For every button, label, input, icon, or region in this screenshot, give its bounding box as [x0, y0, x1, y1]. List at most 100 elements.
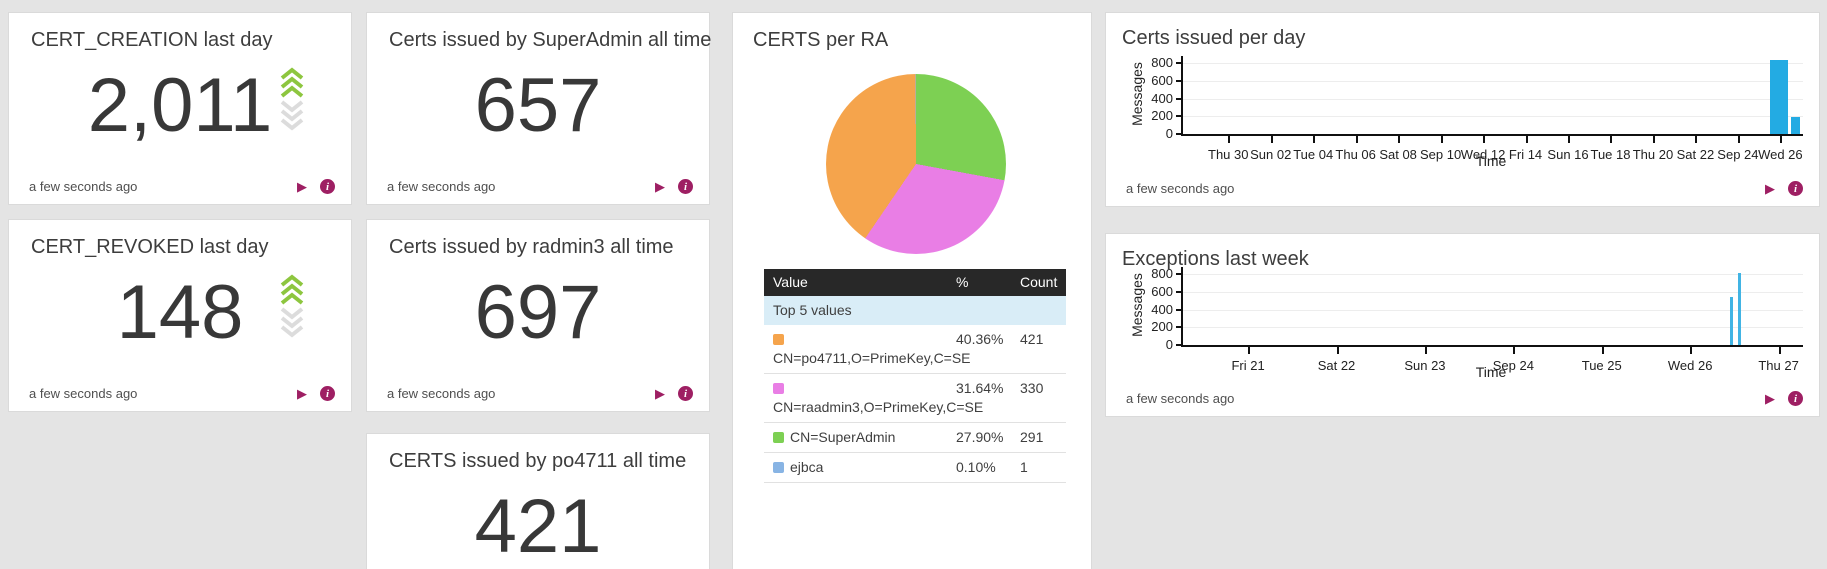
- play-icon[interactable]: ▶: [655, 386, 665, 401]
- panel-footer: a few seconds ago ▶ i: [387, 386, 693, 401]
- x-tick-mark: [1270, 136, 1273, 143]
- trend-indicator: [279, 272, 305, 338]
- x-tick-label: Sun 02: [1250, 147, 1292, 162]
- ra-table: Value % Count Top 5 values CN=po4711,O=P…: [764, 269, 1066, 483]
- play-icon[interactable]: ▶: [1765, 391, 1775, 406]
- table-header-row: Value % Count: [764, 269, 1066, 296]
- x-tick-mark: [1778, 347, 1781, 354]
- x-tick-mark: [1440, 136, 1443, 143]
- trend-indicator: [279, 65, 305, 131]
- play-icon[interactable]: ▶: [1765, 181, 1775, 196]
- table-header-pct: %: [954, 269, 1018, 296]
- panel-cert-creation: CERT_CREATION last day 2,011 a few secon…: [8, 12, 352, 205]
- play-icon[interactable]: ▶: [655, 179, 665, 194]
- y-tick-label: 400: [1151, 301, 1173, 317]
- table-row: CN=raadmin3,O=PrimeKey,C=SE 31.64% 330: [764, 373, 1066, 423]
- gridline: [1183, 309, 1803, 311]
- play-icon[interactable]: ▶: [297, 386, 307, 401]
- metric-value: 2,011: [87, 63, 273, 148]
- info-icon[interactable]: i: [320, 386, 335, 401]
- x-tick-mark: [1737, 136, 1740, 143]
- last-updated: a few seconds ago: [29, 179, 138, 194]
- x-tick-label: Wed 26: [1758, 147, 1803, 162]
- x-tick-mark: [1513, 347, 1516, 354]
- trend-up-icon: [280, 274, 304, 287]
- gridline: [1183, 327, 1803, 329]
- x-tick-mark: [1690, 347, 1693, 354]
- row-value: CN=raadmin3,O=PrimeKey,C=SE: [764, 373, 983, 423]
- x-tick-label: Fri 21: [1231, 358, 1265, 373]
- y-tick-label: 400: [1151, 90, 1173, 106]
- x-tick-label: Sep 24: [1492, 358, 1534, 373]
- x-tick-label: Thu 20: [1632, 147, 1674, 162]
- x-tick-mark: [1525, 136, 1528, 143]
- y-tick-label: 800: [1151, 55, 1173, 71]
- pie-chart[interactable]: [826, 74, 1006, 254]
- bar-chart-plot[interactable]: 0 200 400 600 800 Thu 30 Sun 02 Tue 04 Thu 06 Sat…: [1151, 55, 1803, 162]
- y-tick-mark: [1176, 115, 1181, 118]
- metric-value: 421: [474, 484, 602, 569]
- x-tick-label: Tue 25: [1581, 358, 1622, 373]
- x-tick-mark: [1228, 136, 1231, 143]
- y-tick-label: 0: [1165, 126, 1173, 141]
- table-subheader: Top 5 values: [764, 296, 1066, 325]
- gridline: [1183, 63, 1803, 65]
- y-tick-label: 0: [1165, 337, 1173, 352]
- color-swatch-icon: [773, 432, 784, 443]
- bar[interactable]: [1738, 273, 1742, 345]
- table-row: CN=SuperAdmin 27.90% 291: [764, 422, 1066, 453]
- panel-certs-per-day: Certs issued per day Messages 0 200 400 600…: [1105, 12, 1820, 207]
- panel-title: Certs issued by SuperAdmin all time: [389, 29, 712, 51]
- bar[interactable]: [1729, 297, 1733, 345]
- panel-exceptions: Exceptions last week Messages 0 200 400 600…: [1105, 233, 1820, 417]
- info-icon[interactable]: i: [678, 386, 693, 401]
- metric-value: 657: [474, 63, 602, 148]
- x-tick-mark: [1695, 136, 1698, 143]
- gridline: [1183, 291, 1803, 293]
- bar-chart-plot[interactable]: 0 200 400 600 800 Fri 21 Sat 22 Sun 23 Sep 24 Tue…: [1151, 266, 1803, 373]
- y-tick-label: 800: [1151, 266, 1173, 282]
- gridline: [1183, 116, 1803, 118]
- row-percent: 40.36%: [954, 325, 1018, 374]
- gridline: [1183, 80, 1803, 82]
- panel-footer: a few seconds ago ▶ i: [387, 179, 693, 194]
- y-tick-label: 200: [1151, 108, 1173, 124]
- panel-title: CERT_REVOKED last day: [31, 236, 269, 258]
- panel-footer: a few seconds ago ▶ i: [1126, 181, 1803, 196]
- row-value: ejbca: [764, 452, 954, 483]
- panel-footer: a few seconds ago ▶ i: [29, 179, 335, 194]
- x-tick-label: Sat 08: [1379, 147, 1417, 162]
- panel-certs-superadmin: Certs issued by SuperAdmin all time 657 …: [366, 12, 712, 205]
- row-count: 1: [1018, 452, 1066, 483]
- last-updated: a few seconds ago: [1126, 181, 1235, 196]
- x-tick-label: Tue 18: [1590, 147, 1631, 162]
- x-tick-mark: [1248, 347, 1251, 354]
- panel-title: CERT_CREATION last day: [31, 29, 273, 51]
- panel-title: Exceptions last week: [1122, 248, 1309, 270]
- y-tick-mark: [1176, 290, 1181, 293]
- info-icon[interactable]: i: [1788, 391, 1803, 406]
- panel-title: CERTS issued by po4711 all time: [389, 450, 687, 472]
- y-tick-mark: [1176, 133, 1181, 135]
- x-axis-label: Time: [1475, 153, 1507, 169]
- x-tick-label: Thu 30: [1208, 147, 1249, 162]
- info-icon[interactable]: i: [1788, 181, 1803, 196]
- info-icon[interactable]: i: [678, 179, 693, 194]
- bar[interactable]: [1770, 60, 1789, 134]
- y-tick-mark: [1176, 273, 1181, 276]
- info-icon[interactable]: i: [320, 179, 335, 194]
- gridline: [1183, 98, 1803, 100]
- table-header-value: Value: [764, 269, 954, 296]
- panel-certs-per-ra: CERTS per RA Value % Count Top 5 values …: [732, 12, 1092, 569]
- play-icon[interactable]: ▶: [297, 179, 307, 194]
- trend-down-icon: [280, 100, 304, 113]
- row-count: 291: [1018, 422, 1066, 453]
- x-tick-mark: [1483, 136, 1486, 143]
- x-tick-label: Tue 04: [1293, 147, 1334, 162]
- color-swatch-icon: [773, 462, 784, 473]
- bar[interactable]: [1791, 116, 1801, 134]
- color-swatch-icon: [773, 383, 784, 394]
- table-subheader-row: Top 5 values: [764, 296, 1066, 325]
- metric-value: 148: [116, 270, 244, 355]
- y-tick-mark: [1176, 97, 1181, 100]
